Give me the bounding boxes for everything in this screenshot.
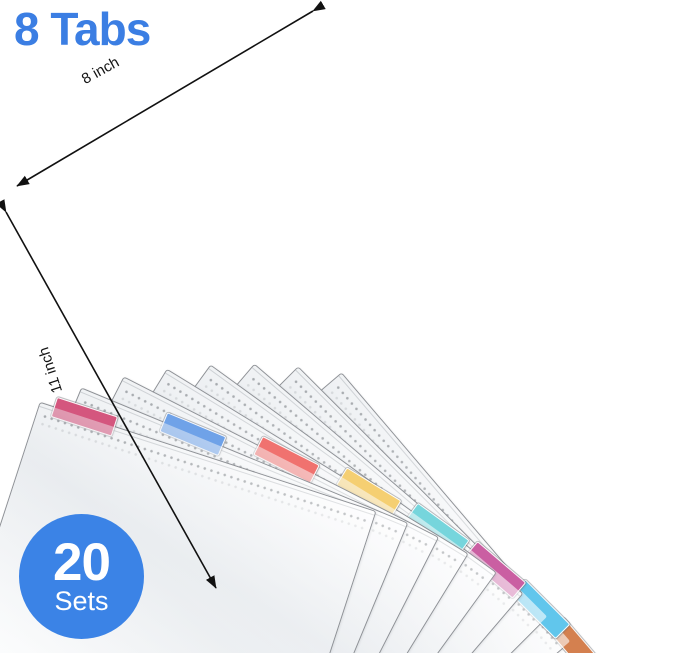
quantity-badge: 20 Sets	[19, 514, 144, 639]
quantity-badge-count: 20	[53, 533, 111, 593]
quantity-badge-unit: Sets	[54, 585, 109, 616]
product-headline: 8 Tabs	[14, 3, 151, 55]
